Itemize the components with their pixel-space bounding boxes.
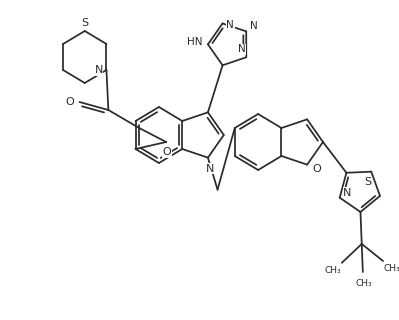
Text: O: O bbox=[65, 97, 74, 107]
Text: CH₃: CH₃ bbox=[355, 279, 371, 288]
Text: N: N bbox=[226, 20, 234, 30]
Text: N: N bbox=[250, 21, 258, 31]
Text: CH₃: CH₃ bbox=[325, 267, 342, 276]
Text: N: N bbox=[205, 164, 214, 174]
Text: N: N bbox=[95, 65, 103, 75]
Text: N: N bbox=[343, 188, 352, 198]
Text: S: S bbox=[81, 18, 88, 28]
Text: O: O bbox=[163, 147, 172, 157]
Text: HN: HN bbox=[187, 37, 202, 47]
Text: O: O bbox=[312, 164, 321, 174]
Text: CH₃: CH₃ bbox=[384, 264, 399, 273]
Text: N: N bbox=[237, 44, 245, 54]
Text: S: S bbox=[364, 177, 371, 187]
